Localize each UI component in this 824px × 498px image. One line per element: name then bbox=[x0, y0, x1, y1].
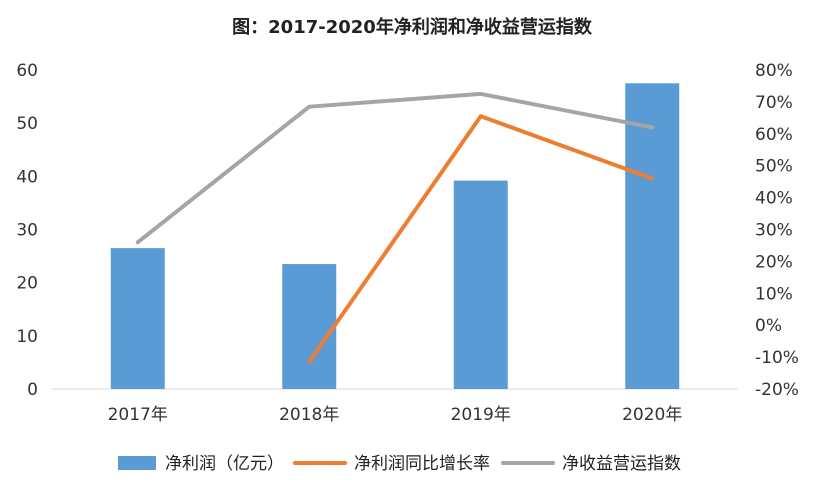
left-axis: 0 10 20 30 40 50 60 bbox=[16, 61, 38, 400]
line-series bbox=[135, 91, 655, 364]
line-point bbox=[136, 240, 140, 244]
left-axis-tick-label: 10 bbox=[16, 327, 38, 347]
right-axis-tick-label: -20% bbox=[755, 380, 799, 400]
right-axis-tick-label: 50% bbox=[755, 157, 793, 177]
right-axis-tick-label: 0% bbox=[755, 316, 782, 336]
right-axis: -20% -10% 0% 10% 20% 30% 40% 50% 60% 70% 80% bbox=[755, 61, 799, 400]
line-series-2 bbox=[135, 91, 655, 245]
left-axis-tick-label: 20 bbox=[16, 274, 38, 294]
right-axis-tick-label: 40% bbox=[755, 189, 793, 209]
legend-swatch-bar bbox=[118, 456, 156, 470]
left-axis-tick-label: 0 bbox=[27, 380, 38, 400]
left-axis-tick-label: 50 bbox=[16, 114, 38, 134]
line-point bbox=[650, 176, 654, 180]
line-point bbox=[479, 92, 483, 96]
x-axis-tick-label: 2020年 bbox=[622, 405, 682, 425]
right-axis-tick-label: 20% bbox=[755, 252, 793, 272]
right-axis-tick-label: -10% bbox=[755, 348, 799, 368]
left-axis-tick-label: 40 bbox=[16, 167, 38, 187]
legend-label: 净收益营运指数 bbox=[562, 454, 681, 474]
legend-label: 净利润同比增长率 bbox=[354, 454, 490, 474]
left-axis-tick-label: 30 bbox=[16, 221, 38, 241]
x-axis: 2017年 2018年 2019年 2020年 bbox=[108, 405, 683, 425]
bar-2020年 bbox=[625, 83, 680, 390]
right-axis-tick-label: 60% bbox=[755, 125, 793, 145]
legend-label: 净利润（亿元） bbox=[165, 454, 284, 474]
legend: 净利润（亿元） 净利润同比增长率 净收益营运指数 bbox=[118, 454, 681, 474]
chart-title: 图：2017-2020年净利润和净收益营运指数 bbox=[232, 16, 593, 38]
left-axis-tick-label: 60 bbox=[16, 61, 38, 81]
x-axis-tick-label: 2018年 bbox=[279, 405, 339, 425]
bar-2019年 bbox=[453, 180, 508, 389]
line-point bbox=[307, 105, 311, 109]
bar-series bbox=[110, 83, 680, 390]
right-axis-tick-label: 30% bbox=[755, 221, 793, 241]
line-point bbox=[479, 114, 483, 118]
right-axis-tick-label: 70% bbox=[755, 93, 793, 113]
right-axis-tick-label: 10% bbox=[755, 284, 793, 304]
right-axis-tick-label: 80% bbox=[755, 61, 793, 81]
bar-2018年 bbox=[282, 264, 337, 389]
bar-2017年 bbox=[110, 248, 165, 389]
x-axis-tick-label: 2017年 bbox=[108, 405, 168, 425]
line-point bbox=[307, 360, 311, 364]
x-axis-tick-label: 2019年 bbox=[451, 405, 511, 425]
line-point bbox=[650, 125, 654, 129]
